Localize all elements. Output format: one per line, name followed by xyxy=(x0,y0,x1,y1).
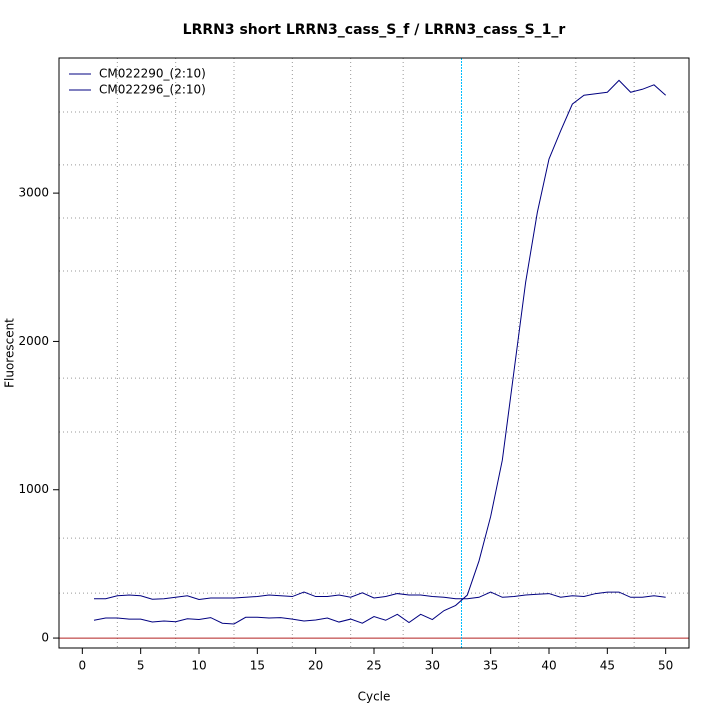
x-tick-label: 40 xyxy=(541,659,556,673)
x-axis-label: Cycle xyxy=(358,690,391,704)
legend-label: CM022290_(2:10) xyxy=(99,67,206,81)
y-tick-label: 3000 xyxy=(18,186,49,200)
x-tick-label: 10 xyxy=(191,659,206,673)
y-tick-label: 1000 xyxy=(18,482,49,496)
x-tick-label: 50 xyxy=(658,659,673,673)
plot-frame xyxy=(58,57,690,649)
x-tick-label: 0 xyxy=(79,659,87,673)
series-line xyxy=(94,591,666,601)
series-line xyxy=(93,79,666,625)
x-tick-label: 5 xyxy=(137,659,145,673)
y-tick-label: 0 xyxy=(41,631,49,645)
chart-title: LRRN3 short LRRN3_cass_S_f / LRRN3_cass_… xyxy=(183,22,566,38)
x-tick-label: 20 xyxy=(308,659,323,673)
x-tick-label: 15 xyxy=(250,659,265,673)
y-axis-label: Fluorescent xyxy=(3,318,17,388)
x-tick-label: 25 xyxy=(366,659,381,673)
x-tick-label: 45 xyxy=(600,659,615,673)
x-tick-label: 35 xyxy=(483,659,498,673)
legend-label: CM022296_(2:10) xyxy=(99,83,206,97)
y-tick-label: 2000 xyxy=(18,334,49,348)
x-tick-label: 30 xyxy=(425,659,440,673)
